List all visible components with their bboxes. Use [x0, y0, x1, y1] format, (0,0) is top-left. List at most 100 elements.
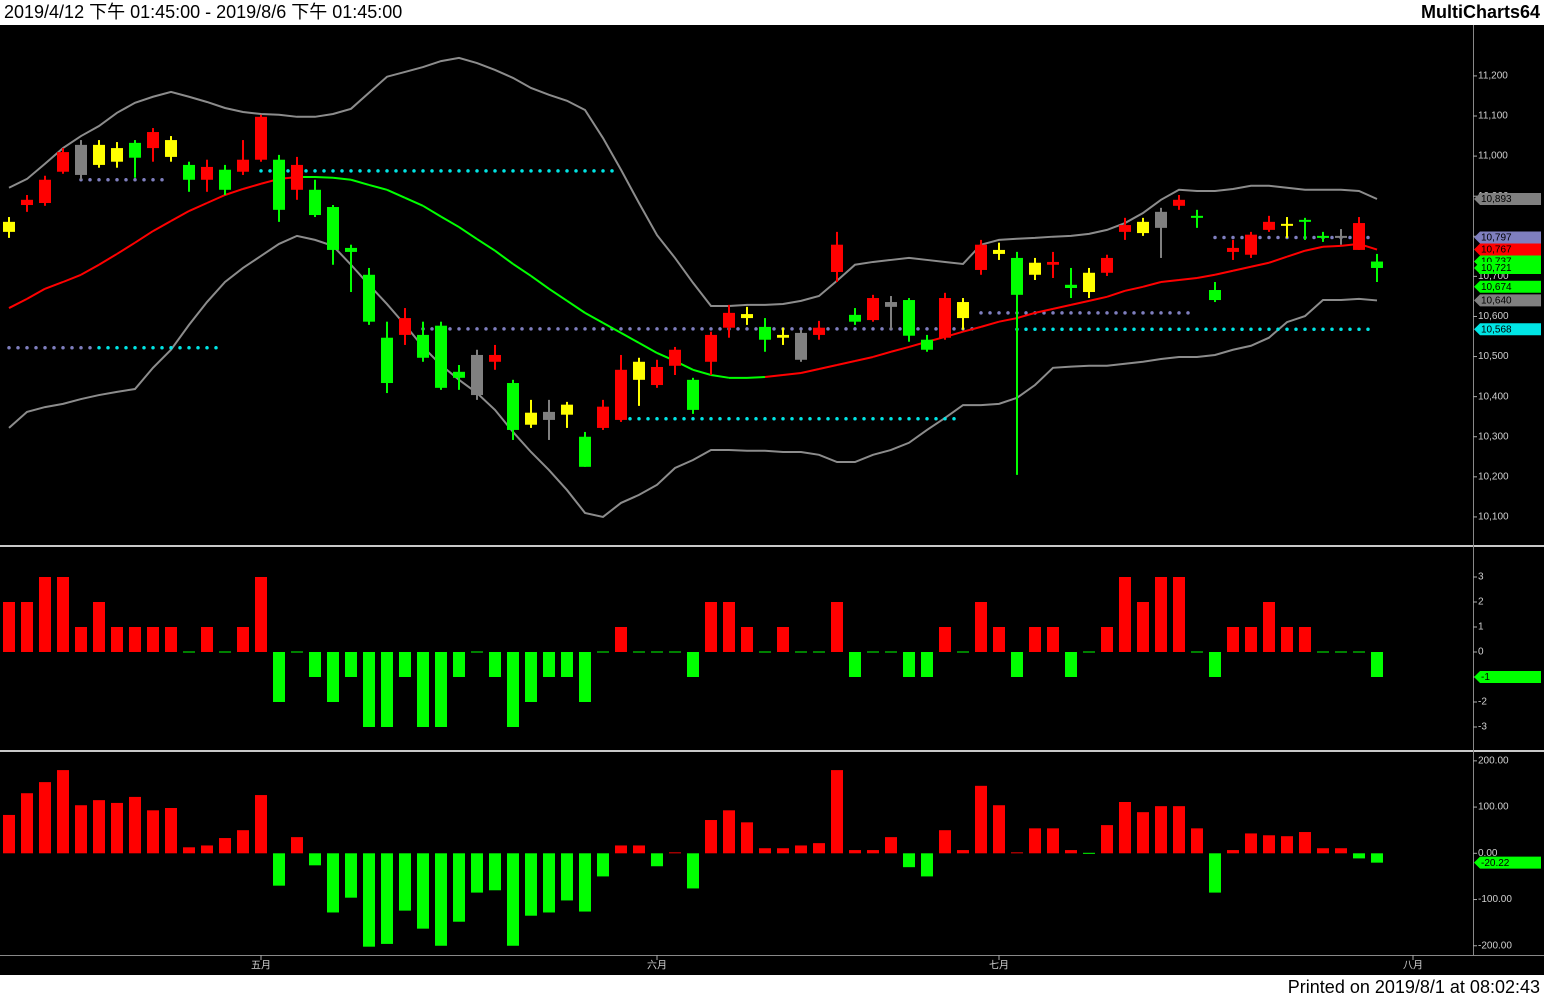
moving-average: [368, 184, 388, 191]
candle-body: [75, 144, 87, 175]
bar: [993, 627, 1005, 652]
candle-body: [327, 207, 339, 250]
moving-average: [134, 230, 154, 244]
moving-average: [44, 281, 64, 290]
moving-average: [1304, 245, 1324, 252]
moving-average: [242, 182, 262, 190]
bar: [1011, 852, 1023, 854]
moving-average: [530, 275, 550, 290]
candle-body: [597, 406, 609, 428]
bar: [651, 853, 663, 867]
bar: [1245, 627, 1257, 652]
moving-average: [1052, 303, 1072, 310]
moving-average: [404, 196, 424, 207]
bar: [75, 805, 87, 854]
bar: [633, 845, 645, 854]
candle-body: [273, 159, 285, 210]
bar: [597, 651, 609, 653]
price-badge: [1474, 294, 1541, 307]
bar: [327, 853, 339, 913]
candle-body: [525, 412, 537, 425]
candle-body: [219, 169, 231, 190]
bar: [183, 651, 195, 653]
bar: [1029, 828, 1041, 854]
bar: [1209, 853, 1221, 893]
moving-average: [98, 253, 118, 266]
y-tick-label: 10,500: [1478, 351, 1509, 362]
candle-body: [939, 298, 951, 338]
bar: [1083, 651, 1095, 653]
y-tick-label: 100.00: [1478, 802, 1509, 813]
price-badge-label: -20.22: [1481, 858, 1510, 869]
bar: [543, 652, 555, 677]
price-badge: [1474, 280, 1541, 293]
candle-body: [237, 159, 249, 172]
candle-body: [489, 354, 501, 362]
bar: [327, 652, 339, 702]
moving-average: [692, 368, 712, 376]
bar: [1137, 602, 1149, 652]
bar: [1317, 848, 1329, 854]
moving-average: [62, 273, 82, 283]
bar: [507, 853, 519, 946]
moving-average: [80, 263, 100, 276]
bar: [1101, 825, 1113, 854]
bar: [237, 830, 249, 854]
bar: [885, 651, 897, 653]
bar: [201, 627, 213, 652]
bar: [489, 652, 501, 677]
moving-average: [224, 188, 244, 196]
candle-body: [1137, 221, 1149, 234]
moving-average: [638, 342, 658, 354]
bar: [939, 627, 951, 652]
bar: [111, 627, 123, 652]
moving-average: [800, 368, 820, 374]
candle-body: [723, 312, 735, 328]
bar: [93, 602, 105, 652]
moving-average: [998, 317, 1018, 323]
bar: [471, 651, 483, 653]
candle-body: [129, 142, 141, 158]
bar: [309, 652, 321, 677]
moving-average: [1088, 295, 1108, 302]
bar: [687, 652, 699, 677]
bar: [777, 627, 789, 652]
footer-bar: [0, 975, 1544, 999]
bar: [165, 627, 177, 652]
candle-body: [615, 369, 627, 420]
bar: [1335, 848, 1347, 854]
price-badge-label: 10,797: [1481, 233, 1512, 244]
bar: [255, 795, 267, 854]
moving-average: [620, 332, 640, 344]
brand: MultiCharts64: [1421, 2, 1540, 22]
moving-average: [152, 220, 172, 232]
y-tick-label: 10,400: [1478, 391, 1509, 402]
price-badge: [1474, 243, 1541, 256]
y-tick-label: 10,600: [1478, 311, 1509, 322]
bar: [1011, 652, 1023, 677]
candle-body: [471, 354, 483, 396]
moving-average: [818, 364, 838, 370]
moving-average: [1124, 285, 1144, 292]
bar: [831, 770, 843, 854]
bar: [291, 651, 303, 653]
moving-average: [422, 204, 442, 218]
moving-average: [764, 374, 784, 379]
bar: [867, 651, 879, 653]
bar: [1065, 652, 1077, 677]
y-tick-label: 11,200: [1478, 71, 1508, 82]
candle-body: [1173, 199, 1185, 206]
bar: [597, 853, 609, 877]
bar: [579, 652, 591, 702]
bar: [201, 845, 213, 854]
y-tick-label: 2: [1478, 597, 1484, 608]
y-tick-label: 1: [1478, 622, 1484, 633]
bar: [417, 652, 429, 727]
candle-body: [183, 164, 195, 180]
price-badge: [1474, 261, 1541, 274]
moving-average: [746, 376, 766, 379]
bar: [273, 853, 285, 886]
moving-average: [1196, 273, 1216, 279]
bar: [939, 830, 951, 854]
